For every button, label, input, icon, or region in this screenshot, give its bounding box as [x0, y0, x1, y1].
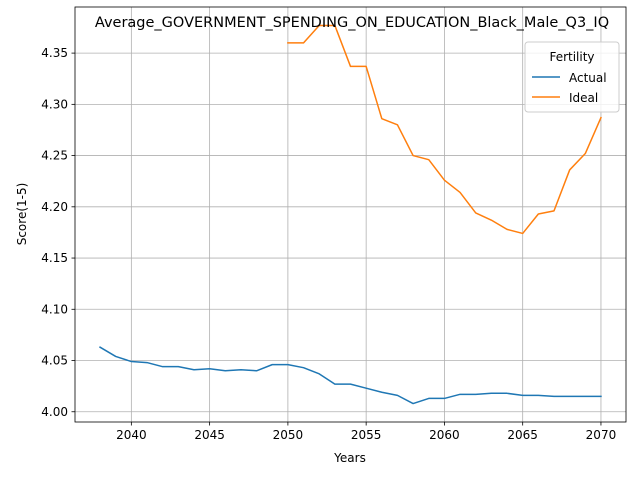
- series-line-actual: [99, 346, 602, 405]
- plot-frame: [74, 6, 627, 423]
- x-tick-label: 2055: [351, 428, 382, 442]
- x-tick-label: 2070: [586, 428, 617, 442]
- legend-label-actual: Actual: [569, 71, 607, 85]
- y-tick-label: 4.20: [41, 200, 68, 214]
- x-tick-label: 2040: [116, 428, 147, 442]
- y-tick-label: 4.10: [41, 302, 68, 316]
- x-tick-label: 2045: [194, 428, 225, 442]
- chart-title: Average_GOVERNMENT_SPENDING_ON_EDUCATION…: [95, 15, 609, 31]
- series-line-ideal: [287, 24, 602, 235]
- y-tick-label: 4.35: [41, 46, 68, 60]
- x-axis-ticks: 2040 2045 2050 2055 2060 2065 2070: [116, 422, 616, 442]
- y-tick-label: 4.30: [41, 97, 68, 111]
- series-lines: [99, 24, 602, 405]
- x-tick-label: 2065: [507, 428, 538, 442]
- legend-label-ideal: Ideal: [569, 91, 598, 105]
- y-tick-label: 4.00: [41, 405, 68, 419]
- x-axis-label: Years: [333, 451, 366, 465]
- legend: Fertility Actual Ideal: [524, 41, 620, 113]
- x-tick-label: 2050: [273, 428, 304, 442]
- y-tick-label: 4.05: [41, 354, 68, 368]
- legend-title: Fertility: [549, 50, 594, 64]
- legend-box: [524, 41, 620, 113]
- y-tick-label: 4.15: [41, 251, 68, 265]
- y-tick-label: 4.25: [41, 149, 68, 163]
- x-tick-label: 2060: [429, 428, 460, 442]
- y-axis-ticks: 4.00 4.05 4.10 4.15 4.20 4.25 4.30 4.35: [41, 46, 75, 419]
- y-axis-label: Score(1-5): [15, 183, 29, 246]
